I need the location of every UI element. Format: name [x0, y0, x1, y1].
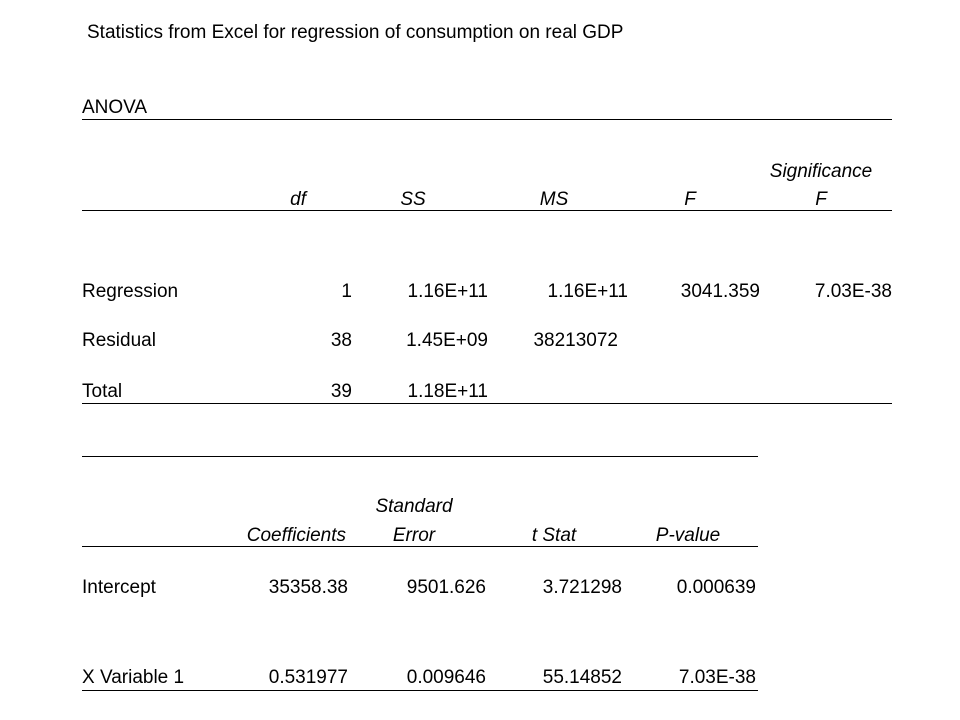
cell-ss: 1.18E+11: [407, 381, 488, 402]
header-pvalue: P-value: [655, 525, 721, 546]
cell-ss: 1.45E+09: [406, 330, 488, 351]
row-label: Total: [82, 381, 123, 402]
cell-tstat: 55.14852: [542, 667, 622, 688]
coef-top-rule: [82, 456, 758, 457]
row-label: Regression: [82, 281, 179, 302]
anova-bottom-rule: [82, 403, 892, 404]
cell-standard-error: 9501.626: [406, 577, 486, 598]
cell-ms: 38213072: [533, 330, 618, 351]
header-tstat: t Stat: [531, 525, 577, 546]
header-significance-f: F: [815, 189, 827, 210]
anova-header-rule: [82, 210, 892, 211]
coef-header-rule: [82, 546, 758, 547]
header-coefficients: Coefficients: [246, 525, 346, 546]
header-ss: SS: [400, 189, 426, 210]
cell-pvalue: 0.000639: [676, 577, 756, 598]
cell-df: 39: [330, 381, 352, 402]
anova-top-rule: [82, 119, 892, 120]
header-f: F: [684, 189, 696, 210]
cell-f: 3041.359: [680, 281, 760, 302]
cell-standard-error: 0.009646: [406, 667, 486, 688]
cell-pvalue: 7.03E-38: [678, 667, 756, 688]
cell-coefficient: 0.531977: [268, 667, 348, 688]
cell-coefficient: 35358.38: [268, 577, 348, 598]
cell-significance: 7.03E-38: [814, 281, 892, 302]
header-error: Error: [392, 525, 436, 546]
coef-bottom-rule: [82, 690, 758, 691]
cell-ms: 1.16E+11: [547, 281, 628, 302]
page-title: Statistics from Excel for regression of …: [87, 22, 624, 43]
row-label: Residual: [82, 330, 156, 351]
header-standard: Standard: [375, 496, 453, 517]
cell-df: 38: [330, 330, 352, 351]
anova-label: ANOVA: [82, 97, 148, 118]
header-df: df: [290, 189, 306, 210]
cell-df: 1: [341, 281, 352, 302]
header-significance: Significance: [769, 161, 873, 182]
row-label: Intercept: [82, 577, 156, 598]
cell-tstat: 3.721298: [542, 577, 622, 598]
row-label: X Variable 1: [82, 667, 185, 688]
cell-ss: 1.16E+11: [407, 281, 488, 302]
header-ms: MS: [539, 189, 569, 210]
